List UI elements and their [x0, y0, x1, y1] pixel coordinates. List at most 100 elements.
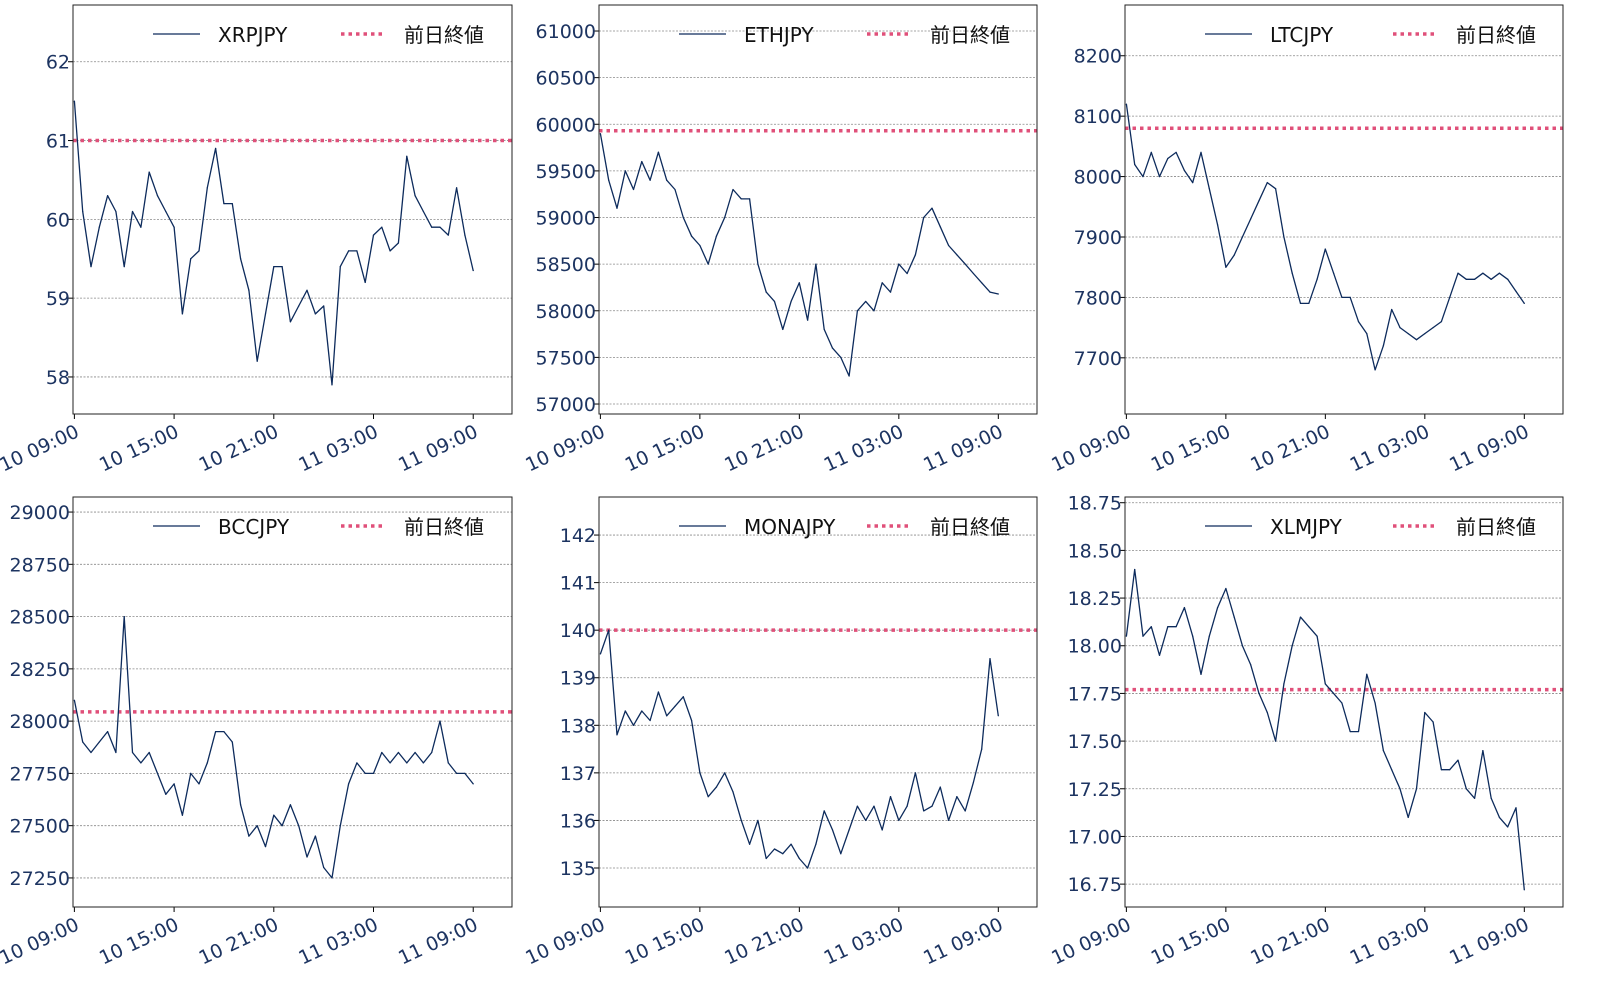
data-point: [848, 375, 850, 377]
data-point: [414, 751, 416, 754]
data-point: [289, 804, 292, 806]
data-point: [472, 783, 474, 785]
data-point: [431, 751, 433, 754]
data-point: [823, 328, 825, 331]
data-point: [1515, 807, 1517, 809]
data-point: [707, 263, 709, 265]
x-tick-label: 11 09:00: [920, 421, 1006, 477]
y-tick-label: 17.50: [1068, 731, 1122, 753]
data-point: [1333, 692, 1335, 695]
data-point: [1308, 626, 1310, 628]
y-tick-label: 57000: [536, 394, 596, 416]
y-tick-label: 27750: [10, 763, 70, 785]
data-point: [248, 835, 250, 837]
data-point: [173, 783, 175, 785]
y-tick-label: 57500: [536, 347, 596, 369]
y-tick-label: 28500: [10, 607, 70, 629]
plot-frame: [598, 496, 1038, 908]
data-point: [616, 734, 618, 736]
data-point: [1183, 169, 1186, 172]
data-point: [898, 263, 900, 265]
data-point: [989, 291, 991, 293]
y-tick-label: 58500: [536, 254, 596, 276]
data-point: [1150, 626, 1152, 628]
data-point: [798, 282, 800, 284]
data-point: [447, 762, 449, 764]
data-point: [239, 804, 242, 806]
data-point: [82, 741, 84, 743]
data-point: [773, 300, 776, 303]
data-point: [439, 226, 441, 228]
legend-series-label: ETHJPY: [744, 23, 814, 47]
data-point: [223, 730, 225, 733]
x-tick-label: 10 21:00: [196, 421, 282, 477]
data-point: [807, 867, 809, 869]
y-tick-label: 60: [46, 209, 70, 231]
data-point: [206, 187, 208, 189]
data-point: [931, 805, 933, 807]
data-point: [1225, 266, 1227, 268]
y-tick-label: 138: [560, 715, 596, 737]
y-tick-label: 60000: [536, 114, 596, 136]
y-tick-label: 142: [560, 525, 596, 547]
data-point: [264, 845, 267, 848]
data-point: [1134, 568, 1136, 571]
data-point: [1341, 296, 1343, 299]
data-point: [1216, 224, 1219, 226]
data-point: [608, 629, 610, 631]
data-point: [206, 762, 208, 764]
data-point: [331, 384, 333, 386]
data-point: [939, 786, 941, 788]
series-line: [599, 629, 999, 869]
data-point: [131, 751, 134, 754]
data-point: [1250, 664, 1252, 666]
data-point: [1333, 272, 1335, 274]
data-point: [1200, 673, 1202, 675]
y-tick-label: 58000: [536, 301, 596, 323]
data-point: [156, 772, 159, 774]
data-point: [923, 216, 925, 219]
data-point: [472, 269, 474, 272]
x-tick-label: 11 09:00: [395, 421, 481, 477]
y-tick-label: 8200: [1074, 46, 1122, 68]
data-point: [215, 730, 217, 733]
data-point: [649, 179, 651, 181]
data-point: [314, 835, 316, 837]
data-point: [1498, 816, 1501, 818]
legend: XLMJPY 前日終値: [1205, 515, 1536, 539]
y-tick-label: 17.75: [1068, 683, 1122, 705]
data-point: [165, 793, 167, 795]
data-point: [156, 195, 159, 197]
data-point: [165, 210, 167, 213]
data-point: [381, 751, 383, 754]
data-point: [823, 810, 825, 812]
data-point: [356, 250, 358, 252]
data-point: [131, 210, 134, 213]
data-point: [1490, 278, 1492, 280]
data-point: [1291, 272, 1293, 274]
data-point: [898, 819, 900, 822]
data-point: [1507, 278, 1509, 280]
legend: LTCJPY 前日終値: [1205, 23, 1536, 47]
y-tick-label: 29000: [10, 502, 70, 524]
data-point: [1175, 151, 1177, 154]
data-point: [289, 321, 292, 323]
data-point: [1134, 163, 1136, 166]
y-tick-label: 60500: [536, 68, 596, 90]
data-point: [790, 843, 792, 845]
data-point: [389, 250, 391, 252]
y-tick-label: 140: [560, 620, 596, 642]
data-point: [649, 719, 651, 722]
data-point: [707, 796, 709, 798]
data-point: [397, 751, 400, 754]
data-point: [1424, 333, 1426, 335]
x-tick-label: 10 09:00: [522, 421, 608, 477]
y-tick-label: 16.75: [1068, 874, 1122, 896]
data-point: [1440, 320, 1443, 323]
data-point: [1473, 278, 1476, 280]
data-point: [790, 300, 792, 303]
y-tick-label: 18.50: [1068, 540, 1122, 562]
y-tick-label: 27500: [10, 816, 70, 838]
data-point: [1266, 182, 1268, 184]
data-point: [690, 235, 693, 237]
